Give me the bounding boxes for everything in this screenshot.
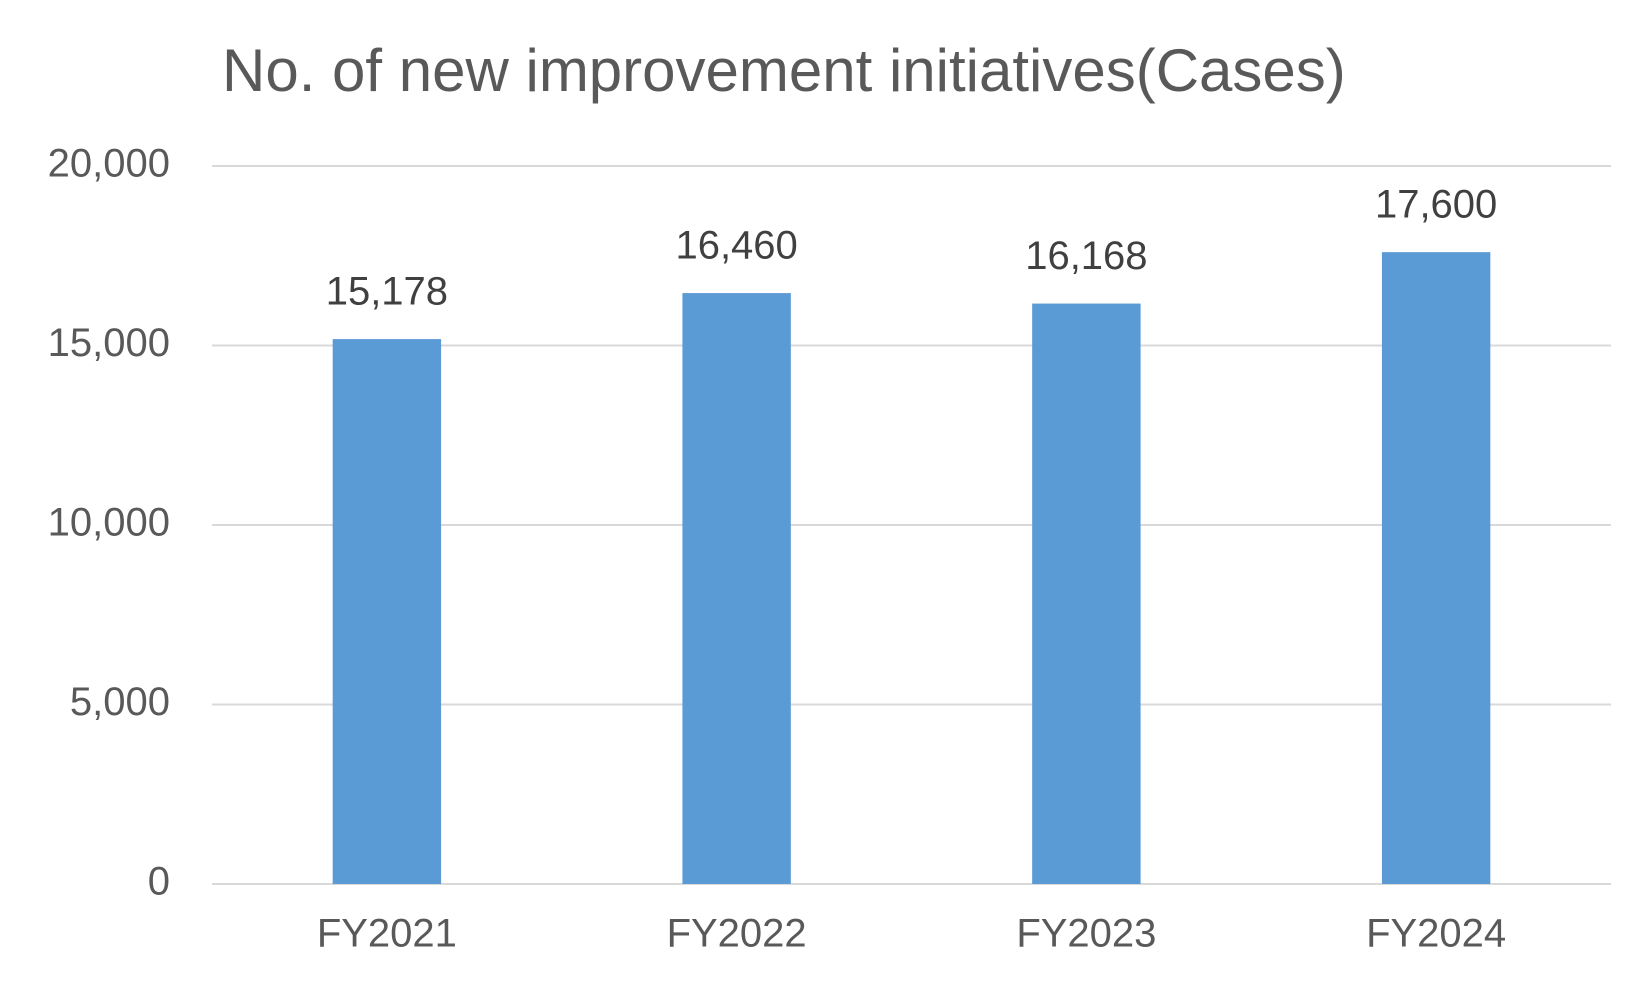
y-tick-label: 0 bbox=[148, 860, 170, 904]
data-label: 17,600 bbox=[1375, 183, 1497, 227]
chart-title: No. of new improvement initiatives(Cases… bbox=[222, 37, 1346, 104]
data-label: 16,168 bbox=[1025, 234, 1147, 278]
x-tick-label: FY2024 bbox=[1366, 912, 1506, 956]
y-tick-label: 15,000 bbox=[48, 321, 170, 365]
x-tick-label: FY2022 bbox=[667, 912, 807, 956]
y-tick-label: 10,000 bbox=[48, 501, 170, 545]
bar bbox=[332, 339, 442, 884]
bar bbox=[1381, 252, 1491, 884]
data-label: 16,460 bbox=[675, 224, 797, 268]
x-tick-label: FY2023 bbox=[1016, 912, 1156, 956]
y-tick-label: 5,000 bbox=[70, 680, 170, 724]
y-tick-label: 20,000 bbox=[48, 142, 170, 186]
bar bbox=[682, 293, 791, 884]
x-tick-label: FY2021 bbox=[317, 912, 457, 956]
bar bbox=[1032, 303, 1141, 884]
data-label: 15,178 bbox=[326, 270, 448, 314]
